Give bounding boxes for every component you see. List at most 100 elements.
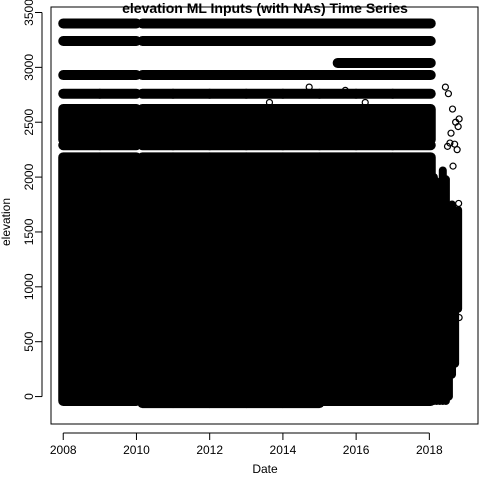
x-tick-label-2010: 2010: [123, 443, 150, 457]
scatter-point-0: [265, 98, 274, 107]
band-1-9: [387, 36, 436, 47]
scatter-point-15: [455, 115, 463, 123]
y-tick-label-500: 500: [22, 331, 36, 351]
band-4-7: [314, 88, 362, 99]
x-axis-label: Date: [252, 462, 278, 476]
y-tick-label-3500: 3500: [22, 0, 36, 26]
band-2-9: [387, 57, 436, 68]
band-1-6: [277, 36, 325, 47]
year-block-0: [58, 152, 105, 406]
x-tick-label-2008: 2008: [50, 443, 77, 457]
band-3-4: [204, 70, 252, 81]
y-tick-label-1000: 1000: [22, 273, 36, 300]
late-column-8: [454, 206, 463, 313]
band-0-4: [204, 18, 252, 29]
scatter-point-10: [454, 123, 462, 131]
year-block-2: [137, 152, 178, 409]
y-tick-label-1500: 1500: [22, 218, 36, 245]
band-0-9: [387, 18, 436, 29]
scatter-point-18: [455, 199, 463, 208]
band-4-1: [94, 88, 142, 99]
band-4-6: [277, 88, 325, 99]
band-4-9: [387, 88, 436, 99]
band-1-7: [314, 36, 362, 47]
plot-frame: [50, 6, 479, 425]
band-3-3: [168, 70, 215, 81]
band-4-8: [351, 88, 398, 99]
year-block-1: [94, 152, 142, 406]
scatter-point-13: [447, 129, 455, 137]
scatter-point-5: [390, 137, 398, 145]
x-tick-label-2016: 2016: [343, 443, 370, 457]
band-5-0: [58, 140, 105, 151]
year-block-4: [204, 152, 252, 409]
scatter-point-17: [449, 162, 457, 170]
band-3-8: [351, 70, 398, 81]
band-0-0: [58, 18, 105, 29]
dense-block-1: [94, 104, 142, 145]
dense-block-2: [137, 104, 178, 145]
scatter-point-7: [444, 90, 453, 98]
band-5-5: [241, 140, 288, 151]
dense-block-7: [314, 104, 362, 145]
band-1-1: [94, 36, 142, 47]
axes: 2008 2010 2012 2014 2016 2018 0 500 1000 1500 2000…: [22, 0, 443, 457]
dense-block-5: [241, 104, 288, 145]
y-tick-label-2500: 2500: [22, 109, 36, 136]
scatter-point-8: [448, 105, 457, 113]
scatter-point-4: [383, 138, 392, 146]
scatter-point-16: [443, 142, 452, 150]
x-tick-label-2012: 2012: [196, 443, 223, 457]
band-3-1: [94, 70, 142, 81]
band-2-8: [351, 57, 398, 68]
band-1-2: [137, 36, 178, 47]
dense-block-3: [168, 104, 215, 145]
scatter-point-19: [455, 313, 463, 322]
scatter-point-6: [441, 83, 450, 91]
year-block-9: [387, 152, 436, 406]
y-tick-label-0: 0: [22, 393, 36, 400]
band-4-5: [241, 88, 288, 99]
x-tick-label-2014: 2014: [270, 443, 297, 457]
band-3-6: [277, 70, 325, 81]
year-block-7: [314, 152, 362, 406]
band-1-8: [351, 36, 398, 47]
band-4-0: [58, 88, 105, 99]
scatter-marks: [58, 18, 463, 409]
band-5-3: [168, 140, 215, 151]
dense-block-0: [58, 104, 105, 145]
band-5-2: [137, 140, 178, 151]
dense-block-8: [351, 104, 398, 145]
band-1-3: [168, 36, 215, 47]
band-4-4: [204, 88, 252, 99]
band-4-2: [137, 88, 178, 99]
scatter-point-12: [453, 146, 461, 154]
band-3-7: [314, 70, 362, 81]
band-0-3: [168, 18, 215, 29]
band-3-9: [387, 70, 436, 81]
band-3-5: [241, 70, 288, 81]
dense-block-4: [204, 104, 252, 145]
band-0-5: [241, 18, 288, 29]
year-block-3: [168, 152, 215, 409]
chart-title: elevation ML Inputs (with NAs) Time Seri…: [122, 0, 408, 16]
band-5-7: [314, 140, 362, 151]
scatter-point-1: [305, 83, 313, 91]
band-4-3: [168, 88, 215, 99]
y-axis-label: elevation: [0, 198, 13, 246]
band-0-7: [314, 18, 362, 29]
band-5-9: [387, 140, 436, 151]
band-5-4: [204, 140, 252, 151]
y-tick-label-2000: 2000: [22, 163, 36, 190]
band-0-6: [277, 18, 325, 29]
year-block-5: [241, 152, 288, 409]
band-0-1: [94, 18, 142, 29]
year-block-6: [277, 152, 325, 409]
year-block-8: [351, 152, 398, 406]
dense-block-9: [387, 104, 436, 145]
band-1-4: [204, 36, 252, 47]
x-tick-label-2018: 2018: [416, 443, 443, 457]
band-1-5: [241, 36, 288, 47]
y-tick-label-3000: 3000: [22, 54, 36, 81]
